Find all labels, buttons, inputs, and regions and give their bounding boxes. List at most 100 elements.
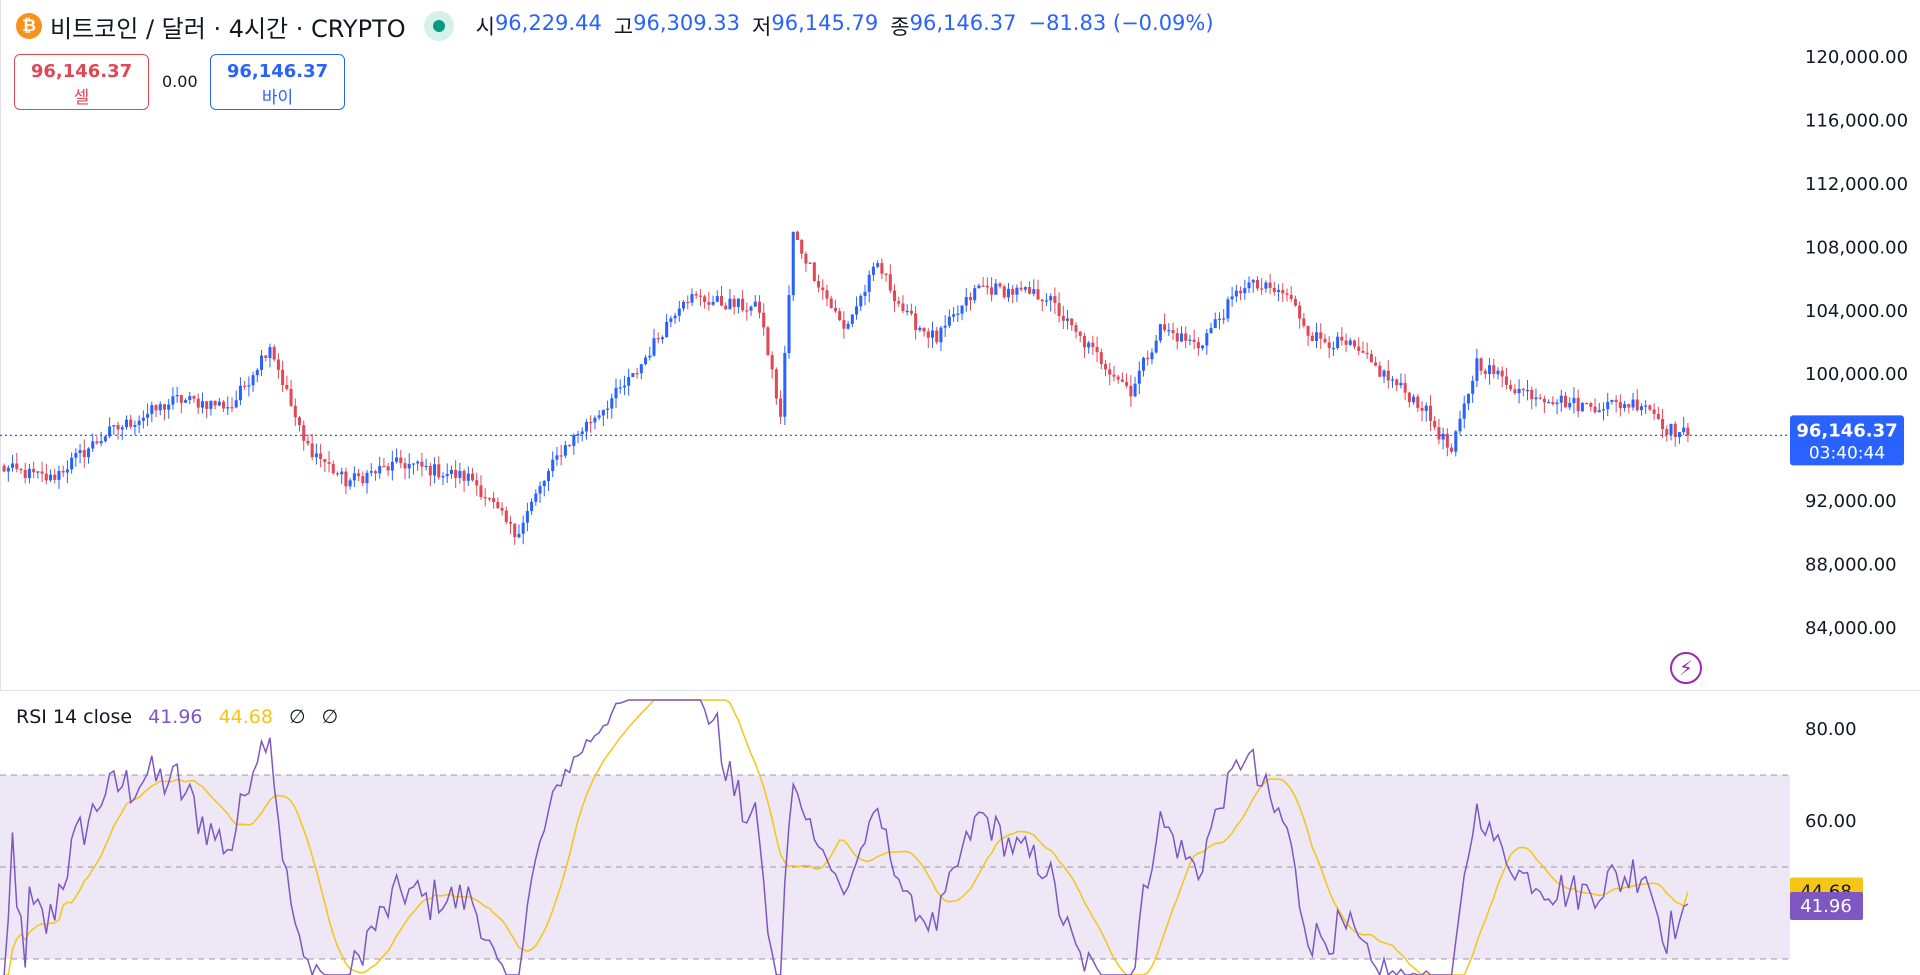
candle-body (1104, 364, 1108, 370)
candle-body (1239, 290, 1243, 294)
candle-body (1260, 288, 1264, 290)
candle-body (926, 331, 930, 338)
candle-body (458, 470, 462, 478)
bitcoin-icon[interactable]: ₿ (16, 13, 42, 39)
candle-body (715, 296, 719, 302)
candle-body (91, 441, 95, 449)
candle-body (264, 355, 268, 359)
candle-body (310, 443, 314, 458)
candle-body (1336, 336, 1340, 349)
candle-body (424, 465, 428, 468)
candle-body (1323, 338, 1327, 343)
candle-body (129, 419, 133, 427)
candle-body (1340, 336, 1344, 341)
sell-button[interactable]: 96,146.37 셀 (14, 54, 149, 110)
candle-body (1555, 402, 1559, 405)
candle-body (682, 301, 686, 309)
buy-button[interactable]: 96,146.37 바이 (210, 54, 345, 110)
candle-body (255, 369, 259, 376)
candle-body (230, 407, 234, 409)
rsi-placeholder-2: ∅ (321, 706, 339, 728)
candle-body (475, 480, 479, 486)
candle-body (779, 398, 783, 417)
candle-body (1399, 382, 1403, 386)
candle-body (1504, 376, 1508, 385)
candle-body (943, 325, 947, 328)
candle-body (200, 401, 204, 408)
candle-body (1154, 340, 1158, 353)
candle-body (492, 498, 496, 503)
lightning-icon[interactable]: ⚡ (1670, 652, 1702, 684)
candle-body (1551, 402, 1555, 405)
rsi-ma-line (4, 699, 1689, 975)
candle-body (1673, 423, 1677, 437)
candle-body (1095, 347, 1099, 353)
y-axis[interactable]: 120,000.00 116,000.00 112,000.00 108,000.00… (1805, 47, 1908, 639)
candle-body (639, 364, 643, 374)
rsi-legend[interactable]: RSI 14 close 41.96 44.68 ∅ ∅ (16, 706, 338, 728)
candle-body (57, 470, 61, 480)
candle-body (1538, 397, 1542, 399)
candle-body (1040, 299, 1044, 302)
candle-body (1403, 382, 1407, 393)
candle-body (880, 263, 884, 274)
market-status-icon[interactable] (423, 11, 454, 41)
candle-body (686, 301, 690, 304)
rsi-lines-group (0, 699, 1790, 975)
candle-body (1061, 316, 1065, 321)
candle-body (399, 457, 403, 464)
y-tick-label: 104,000.00 (1805, 301, 1908, 322)
candle-body (420, 461, 424, 467)
candle-body (1108, 369, 1112, 375)
candle-body (842, 320, 846, 329)
candle-body (1614, 399, 1618, 403)
candle-body (1517, 388, 1521, 394)
candle-body (158, 404, 162, 411)
candle-body (580, 431, 584, 435)
candle-body (1374, 362, 1378, 366)
candle-body (1023, 287, 1027, 290)
candle-body (1656, 414, 1660, 420)
y-tick-label: 88,000.00 (1805, 555, 1897, 576)
candle-body (546, 471, 551, 482)
change-value: −81.83 (−0.09%) (1028, 11, 1214, 35)
candle-body (302, 425, 306, 441)
candle-body (1352, 340, 1357, 347)
candle-body (905, 310, 909, 313)
candle-body (1542, 398, 1546, 403)
candle-body (1070, 318, 1074, 326)
candle-body (137, 420, 141, 426)
candle-body (1019, 287, 1023, 290)
candle-body (669, 318, 673, 322)
candle-body (1450, 447, 1454, 452)
candle-body (146, 413, 150, 418)
candle-body (1412, 396, 1416, 403)
candle-body (314, 453, 318, 458)
symbol-title[interactable]: 비트코인 / 달러 · 4시간 · CRYPTO (50, 14, 406, 43)
candle-body (690, 294, 694, 303)
candle-body (44, 473, 48, 481)
candle-body (171, 396, 175, 405)
candle-body (1526, 389, 1530, 392)
candle-body (1188, 339, 1192, 342)
candle-body (753, 301, 757, 307)
candle-body (939, 327, 943, 343)
candle-body (1268, 282, 1272, 288)
candle-body (707, 302, 711, 305)
candle-body (1466, 393, 1470, 404)
rsi-ma-value: 44.68 (218, 706, 273, 728)
candle-body (1281, 290, 1285, 294)
high-label: 고 (613, 15, 634, 39)
candle-body (648, 355, 652, 358)
candle-body (555, 455, 559, 460)
candle-body (1251, 279, 1255, 283)
candle-body (964, 297, 968, 306)
candle-body (660, 337, 664, 340)
candle-body (1386, 370, 1390, 381)
candle-body (213, 400, 217, 406)
candle-body (344, 471, 348, 487)
candle-body (1357, 346, 1361, 352)
candle-body (53, 474, 57, 480)
